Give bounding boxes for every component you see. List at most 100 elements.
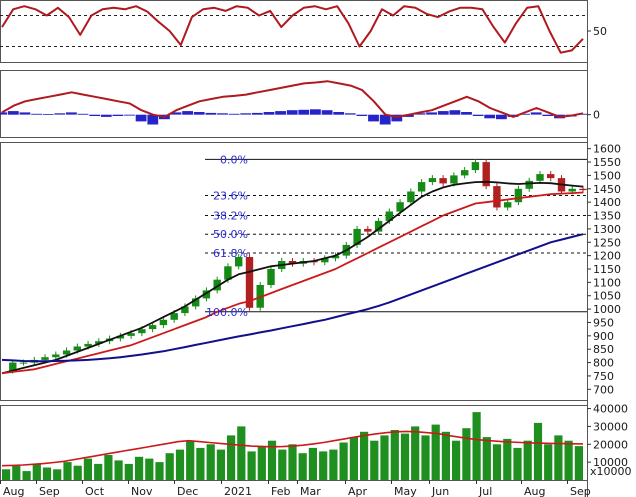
volume-bar: [2, 469, 11, 480]
volume-bar: [523, 440, 532, 480]
macd-histogram-bar: [42, 114, 54, 115]
macd-histogram-bar: [356, 114, 368, 116]
volume-bar: [533, 422, 543, 480]
volume-bar: [73, 465, 82, 480]
price-y-tick-label: 1300: [593, 223, 621, 236]
volume-bar: [564, 440, 573, 480]
price-candle-body: [116, 335, 125, 339]
price-candle-body: [181, 306, 189, 314]
volume-bar: [83, 458, 92, 480]
x-tick-label: Mar: [300, 485, 321, 497]
volume-bar: [360, 431, 369, 480]
price-candle-body: [41, 357, 49, 360]
macd-histogram-bar: [414, 113, 426, 115]
reference-lines: [0, 15, 587, 313]
price-candle-body: [73, 346, 81, 351]
macd-histogram-bar: [391, 114, 403, 122]
volume-bar: [370, 440, 379, 480]
price-candle-body: [192, 298, 200, 307]
volume-series-line-0: [1, 430, 584, 467]
price-candle-body: [450, 175, 458, 184]
price-candle-body: [202, 290, 211, 299]
volume-bar: [503, 438, 512, 480]
macd-histogram-bar: [66, 112, 77, 115]
volume-bar: [227, 435, 236, 480]
price-candle-body: [493, 186, 501, 208]
volume-bar: [319, 451, 328, 480]
volume-bar: [380, 435, 389, 480]
volume-bar: [421, 435, 430, 480]
x-tick-label: 2021: [224, 485, 252, 497]
volume-bar: [216, 449, 225, 480]
macd-histogram-bar: [100, 114, 112, 117]
x-tick-label: May: [394, 485, 417, 497]
volume-y-tick-label: 20000: [593, 438, 628, 451]
macd-histogram-bar: [217, 113, 228, 115]
price-candle-body: [417, 182, 426, 192]
price-y-tick-label: 1200: [593, 250, 621, 263]
volume-bar: [32, 463, 41, 480]
price-y-tick-label: 800: [593, 357, 614, 370]
price-candle-body: [62, 350, 71, 355]
price-candle-body: [267, 269, 275, 285]
price-candle-body: [568, 188, 576, 192]
price-candle-body: [138, 329, 146, 334]
rsi-series-line-0: [1, 5, 584, 54]
price-candle-body: [288, 261, 297, 264]
volume-bar: [237, 426, 246, 480]
fibonacci-label: 38.2%: [213, 210, 248, 223]
fibonacci-label: 61.8%: [213, 247, 248, 260]
volume-bar: [452, 440, 461, 480]
price-candle-body: [353, 228, 361, 245]
volume-y-tick-label: 30000: [593, 420, 628, 433]
price-y-tick-label: 1400: [593, 196, 621, 209]
volume-bar: [53, 469, 62, 480]
macd-histogram-bar: [147, 114, 159, 125]
macd-histogram-bar: [461, 112, 472, 115]
macd-frame: [0, 70, 588, 138]
price-candle-body: [127, 333, 135, 336]
volume-bar: [63, 462, 72, 480]
x-tick-label: Sep: [570, 485, 591, 497]
price-candle-body: [170, 313, 178, 320]
price-candle-body: [525, 180, 533, 189]
price-candle-body: [439, 178, 447, 184]
volume-bar: [472, 412, 481, 480]
volume-units-label: x10000: [590, 465, 632, 478]
macd-histogram-bar: [379, 114, 391, 125]
price-candle-body: [547, 174, 555, 179]
price-candle-body: [9, 362, 17, 371]
volume-bar: [329, 449, 338, 480]
price-candle-body: [482, 162, 490, 187]
volume-bar: [544, 444, 553, 480]
fibonacci-label: 100.0%: [206, 306, 248, 319]
macd-histogram-bar: [193, 112, 205, 115]
macd-histogram-bar: [321, 110, 333, 115]
macd-histogram-bar: [449, 110, 461, 115]
rsi-y-tick-label: 50: [593, 25, 607, 38]
macd-histogram-bar: [228, 113, 240, 115]
macd-histogram-bar: [519, 113, 530, 115]
price-candle-body: [536, 174, 544, 181]
macd-histogram-bar: [7, 111, 19, 115]
volume-bar: [308, 447, 317, 480]
price-candle-body: [461, 170, 469, 176]
volume-bar: [462, 428, 471, 480]
volume-bar: [513, 447, 522, 480]
price-candle-body: [504, 202, 512, 208]
price-y-tick-label: 950: [593, 316, 614, 329]
volume-bar: [22, 471, 31, 480]
price-candle-body: [385, 211, 393, 221]
volume-bar: [267, 440, 277, 480]
macd-histogram-bar: [496, 114, 507, 120]
price-series-line-3: [1, 233, 584, 363]
price-y-tick-label: 900: [593, 330, 614, 343]
volume-bar: [339, 442, 348, 480]
macd-histogram-bar: [89, 114, 101, 116]
macd-histogram-bar: [344, 113, 356, 115]
volume-bar: [411, 426, 420, 480]
volume-bar: [278, 449, 287, 480]
macd-histogram-bar: [530, 112, 542, 115]
macd-series-line-0: [1, 80, 584, 118]
volume-y-tick-label: 40000: [593, 403, 628, 416]
